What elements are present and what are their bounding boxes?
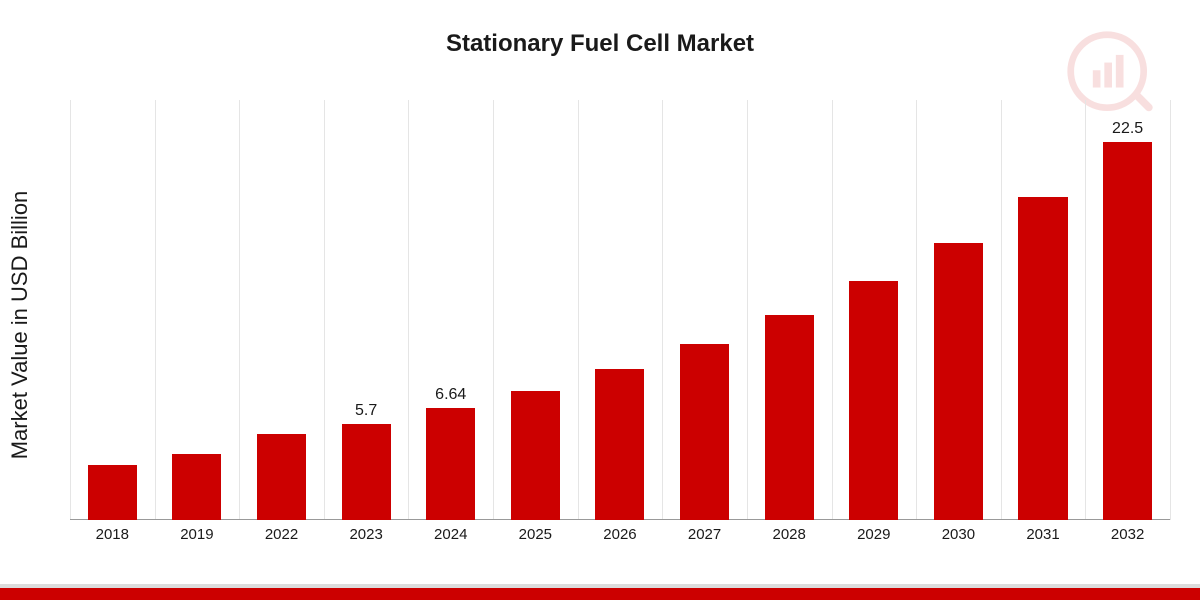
chart-area: Market Value in USD Billion 5.76.6422.5 …	[70, 100, 1170, 550]
gridline	[1170, 100, 1171, 520]
bar-value-label: 6.64	[435, 386, 466, 404]
bar	[1018, 197, 1067, 520]
x-tick-label: 2028	[747, 520, 832, 550]
bar-value-label: 5.7	[355, 402, 377, 420]
x-tick-label: 2027	[662, 520, 747, 550]
bars-container: 5.7 6.64 22.5	[70, 100, 1170, 520]
x-tick-label: 2024	[408, 520, 493, 550]
bar-slot: 22.5	[1085, 100, 1170, 520]
bar-slot	[831, 100, 916, 520]
bar	[88, 465, 137, 520]
bar: 22.5	[1103, 142, 1152, 520]
x-tick-label: 2025	[493, 520, 578, 550]
footer-stripe	[0, 584, 1200, 600]
bar-slot	[916, 100, 1001, 520]
bar: 5.7	[342, 424, 391, 520]
bar	[257, 434, 306, 520]
bar	[172, 454, 221, 520]
bar: 6.64	[426, 408, 475, 520]
x-tick-label: 2026	[578, 520, 663, 550]
bar-slot	[747, 100, 832, 520]
bar-slot	[70, 100, 155, 520]
chart-title: Stationary Fuel Cell Market	[0, 0, 1200, 58]
bar-slot	[239, 100, 324, 520]
bar	[765, 315, 814, 520]
bar	[849, 281, 898, 520]
bar	[511, 391, 560, 520]
x-tick-label: 2019	[155, 520, 240, 550]
bar-slot	[493, 100, 578, 520]
x-tick-label: 2018	[70, 520, 155, 550]
x-axis-labels: 2018201920222023202420252026202720282029…	[70, 520, 1170, 550]
y-axis-label: Market Value in USD Billion	[7, 191, 33, 460]
x-tick-label: 2032	[1085, 520, 1170, 550]
bar	[595, 369, 644, 520]
bar-slot: 5.7	[324, 100, 409, 520]
bar-slot	[155, 100, 240, 520]
plot-area: 5.7 6.64 22.5 2018201920222023202420252026…	[70, 100, 1170, 550]
x-tick-label: 2023	[324, 520, 409, 550]
bar-slot: 6.64	[408, 100, 493, 520]
bar-slot	[662, 100, 747, 520]
x-tick-label: 2031	[1001, 520, 1086, 550]
bar-slot	[1001, 100, 1086, 520]
x-tick-label: 2022	[239, 520, 324, 550]
x-tick-label: 2029	[831, 520, 916, 550]
x-tick-label: 2030	[916, 520, 1001, 550]
bar	[680, 344, 729, 520]
bar	[934, 243, 983, 520]
bar-value-label: 22.5	[1112, 120, 1143, 138]
bar-slot	[578, 100, 663, 520]
